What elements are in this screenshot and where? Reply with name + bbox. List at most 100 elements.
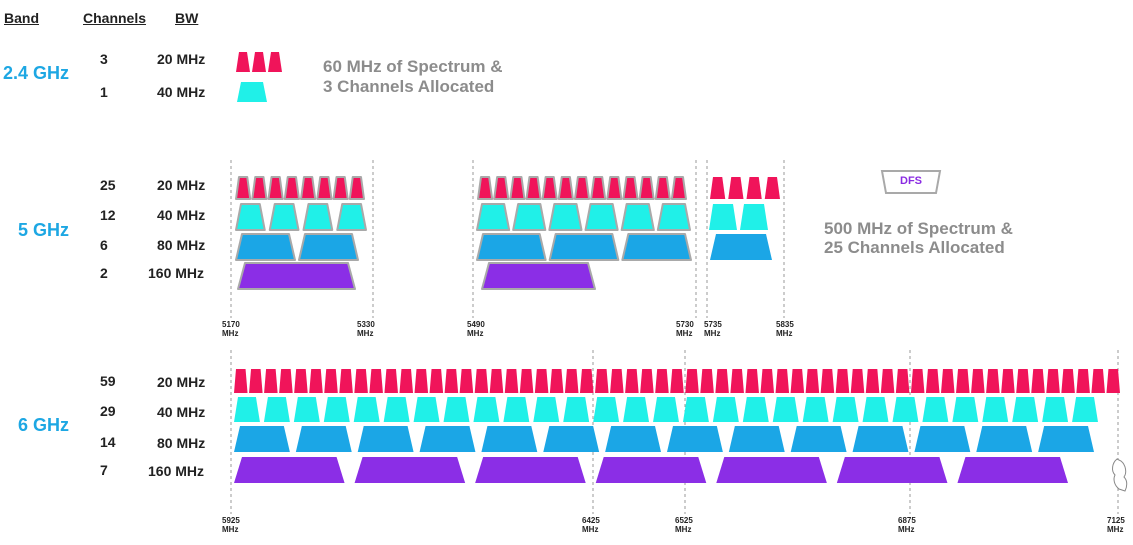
channel-20mhz xyxy=(880,369,895,393)
channel-20mhz xyxy=(316,176,333,200)
channel-40mhz xyxy=(1042,397,1069,422)
bandwidth-label: 160 MHz xyxy=(148,463,205,479)
channel-20mhz xyxy=(746,177,762,199)
channel-40mhz xyxy=(473,397,500,422)
channel-20mhz xyxy=(986,369,1000,393)
channel-count: 7 xyxy=(100,462,108,478)
channel-40mhz xyxy=(234,397,260,422)
channel-160mhz xyxy=(475,457,586,483)
channel-40mhz xyxy=(742,397,769,422)
channel-20mhz xyxy=(249,369,263,393)
band-label-6ghz: 6 GHz xyxy=(18,415,70,435)
channel-count: 12 xyxy=(100,207,116,223)
channel-20mhz xyxy=(264,369,278,393)
channel-80mhz xyxy=(852,426,909,452)
channel-80mhz xyxy=(476,233,547,261)
channel-20mhz xyxy=(1061,369,1075,393)
freq-marker: 6875 MHz xyxy=(898,516,916,534)
band-label-5ghz: 5 GHz xyxy=(18,220,70,240)
channel-count: 2 xyxy=(100,265,108,281)
channel-20mhz xyxy=(414,369,429,393)
spectrum-note-2-4ghz-line1: 60 MHz of Spectrum & xyxy=(323,57,503,76)
channel-40mhz xyxy=(503,397,530,422)
channel-80mhz xyxy=(548,233,620,261)
mouse-cursor-icon xyxy=(1112,458,1128,492)
channel-40mhz xyxy=(682,397,709,422)
channel-40mhz xyxy=(832,397,859,422)
channel-20mhz xyxy=(493,176,510,200)
bandwidth-label: 160 MHz xyxy=(148,265,205,281)
channel-20mhz xyxy=(1016,369,1030,393)
freq-marker: 7125 MHz xyxy=(1107,516,1125,534)
bandwidth-label: 80 MHz xyxy=(157,237,206,253)
channel-40mhz xyxy=(802,397,829,422)
channel-20mhz xyxy=(590,176,607,200)
channel-80mhz xyxy=(298,233,359,261)
channel-count: 14 xyxy=(100,434,116,450)
channel-20mhz xyxy=(820,369,835,393)
channel-40mhz xyxy=(892,397,919,422)
channel-80mhz xyxy=(357,426,414,452)
channel-20mhz xyxy=(971,369,985,393)
channel-20mhz xyxy=(384,369,398,393)
bandwidth-label: 40 MHz xyxy=(157,84,206,100)
channel-80mhz xyxy=(621,233,692,261)
freq-marker: 5490 MHz xyxy=(467,320,485,338)
bandwidth-label: 80 MHz xyxy=(157,435,206,451)
spectrum-note-5ghz-line2: 25 Channels Allocated xyxy=(824,238,1005,257)
channel-20mhz xyxy=(549,369,564,393)
channel-20mhz xyxy=(300,176,317,200)
channel-80mhz xyxy=(790,426,847,452)
channel-20mhz xyxy=(354,369,368,393)
channel-20mhz xyxy=(764,177,780,199)
channel-20mhz xyxy=(489,369,504,393)
channel-20mhz xyxy=(1046,369,1060,393)
channel-20mhz xyxy=(1001,369,1015,393)
channel-20mhz xyxy=(865,369,880,393)
bandwidth-label: 40 MHz xyxy=(157,207,206,223)
channel-80mhz xyxy=(728,426,785,452)
channel-20mhz xyxy=(429,369,444,393)
channel-20mhz xyxy=(525,176,542,200)
channel-80mhz xyxy=(419,426,476,452)
channel-40mhz xyxy=(302,203,334,231)
header-channels: Channels xyxy=(83,10,147,26)
freq-marker: 6425 MHz xyxy=(582,516,600,534)
bandwidth-label: 20 MHz xyxy=(157,177,206,193)
channel-20mhz xyxy=(710,177,726,199)
channel-80mhz xyxy=(481,426,538,452)
channel-20mhz xyxy=(728,177,744,199)
freq-marker: 5170 MHz xyxy=(222,320,240,338)
channel-40mhz xyxy=(235,203,266,231)
channel-40mhz xyxy=(512,203,547,231)
channel-20mhz xyxy=(474,369,489,393)
channel-20mhz xyxy=(252,52,266,72)
channel-40mhz xyxy=(263,397,290,422)
channel-20mhz xyxy=(399,369,414,393)
channel-20mhz xyxy=(236,52,250,72)
channel-20mhz xyxy=(610,369,624,393)
bandwidth-label: 20 MHz xyxy=(157,374,206,390)
channel-20mhz xyxy=(267,176,284,200)
channel-40mhz xyxy=(293,397,320,422)
channel-20mhz xyxy=(509,176,526,200)
channel-20mhz xyxy=(1076,369,1090,393)
bandwidth-label: 40 MHz xyxy=(157,404,206,420)
channel-20mhz xyxy=(564,369,579,393)
channel-20mhz xyxy=(557,176,574,200)
channel-20mhz xyxy=(1031,369,1045,393)
channel-80mhz xyxy=(914,426,971,452)
channel-40mhz xyxy=(476,203,511,231)
channel-80mhz xyxy=(543,426,600,452)
channel-count: 29 xyxy=(100,403,116,419)
channel-20mhz xyxy=(850,369,865,393)
channel-40mhz xyxy=(413,397,440,422)
header-bw: BW xyxy=(175,10,199,26)
channel-40mhz xyxy=(623,397,650,422)
channel-40mhz xyxy=(533,397,560,422)
channel-40mhz xyxy=(653,397,679,422)
channel-20mhz xyxy=(790,369,805,393)
channel-20mhz xyxy=(504,369,519,393)
bandwidth-label: 20 MHz xyxy=(157,51,206,67)
